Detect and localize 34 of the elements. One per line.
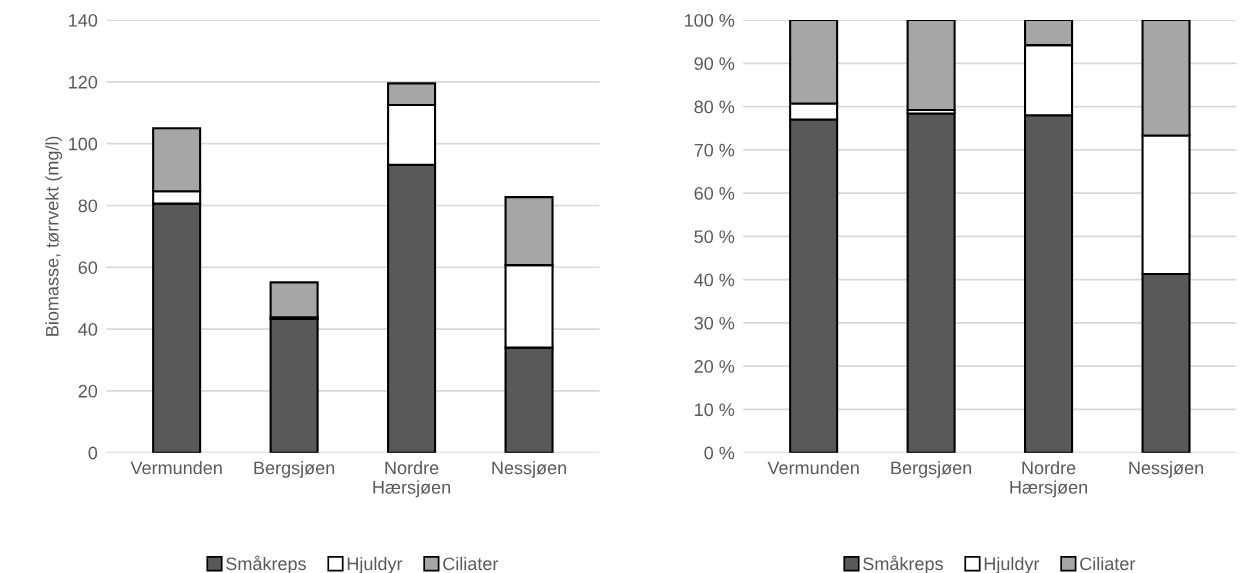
y-tick-label: 60 % (694, 187, 735, 200)
y-tick-label: 40 (78, 323, 98, 336)
x-tick-label: Nordre Hærsjøen (1010, 461, 1088, 498)
y-tick-label: 0 % (704, 446, 735, 460)
legend-label: Ciliater (443, 556, 499, 571)
x-tick-label: Bergsjøen (254, 461, 335, 478)
x-tick-label: Nordre Hærsjøen (373, 461, 451, 498)
y-axis-title: Biomasse, tørrvekt (mg/l) (45, 136, 63, 336)
legend-label: Småkreps (226, 555, 306, 573)
y-tick-label: 40 % (694, 273, 735, 287)
y-tick-label: 30 % (694, 316, 735, 330)
y-tick-label: 10 % (695, 403, 735, 417)
y-tick-label: 100 (69, 137, 98, 151)
y-tick-label: 70 % (694, 143, 735, 157)
y-tick-label: 90 % (694, 57, 735, 71)
x-tick-label: Nessjøen (492, 461, 566, 478)
legend-label: Hjuldyr (984, 556, 1040, 573)
y-tick-label: 60 (78, 261, 98, 274)
legend-label: Hjuldyr (347, 556, 403, 573)
x-tick-label: Bergsjøen (891, 461, 972, 478)
y-tick-label: 100 % (685, 13, 735, 27)
y-tick-label: 50 % (694, 230, 735, 244)
legend-label: Ciliater (1080, 556, 1136, 571)
legend-label: Småkreps (863, 555, 943, 573)
y-tick-label: 140 (69, 13, 98, 27)
y-tick-label: 20 % (694, 360, 735, 373)
y-tick-label: 20 (78, 384, 98, 398)
x-tick-label: Vermunden (130, 461, 222, 475)
y-tick-label: 80 % (694, 100, 735, 114)
y-tick-label: 80 (78, 199, 98, 213)
y-tick-label: 0 (88, 446, 98, 460)
x-tick-label: Vermunden (767, 461, 859, 475)
x-tick-label: Nessjøen (1129, 461, 1203, 478)
y-tick-label: 120 (69, 75, 98, 89)
